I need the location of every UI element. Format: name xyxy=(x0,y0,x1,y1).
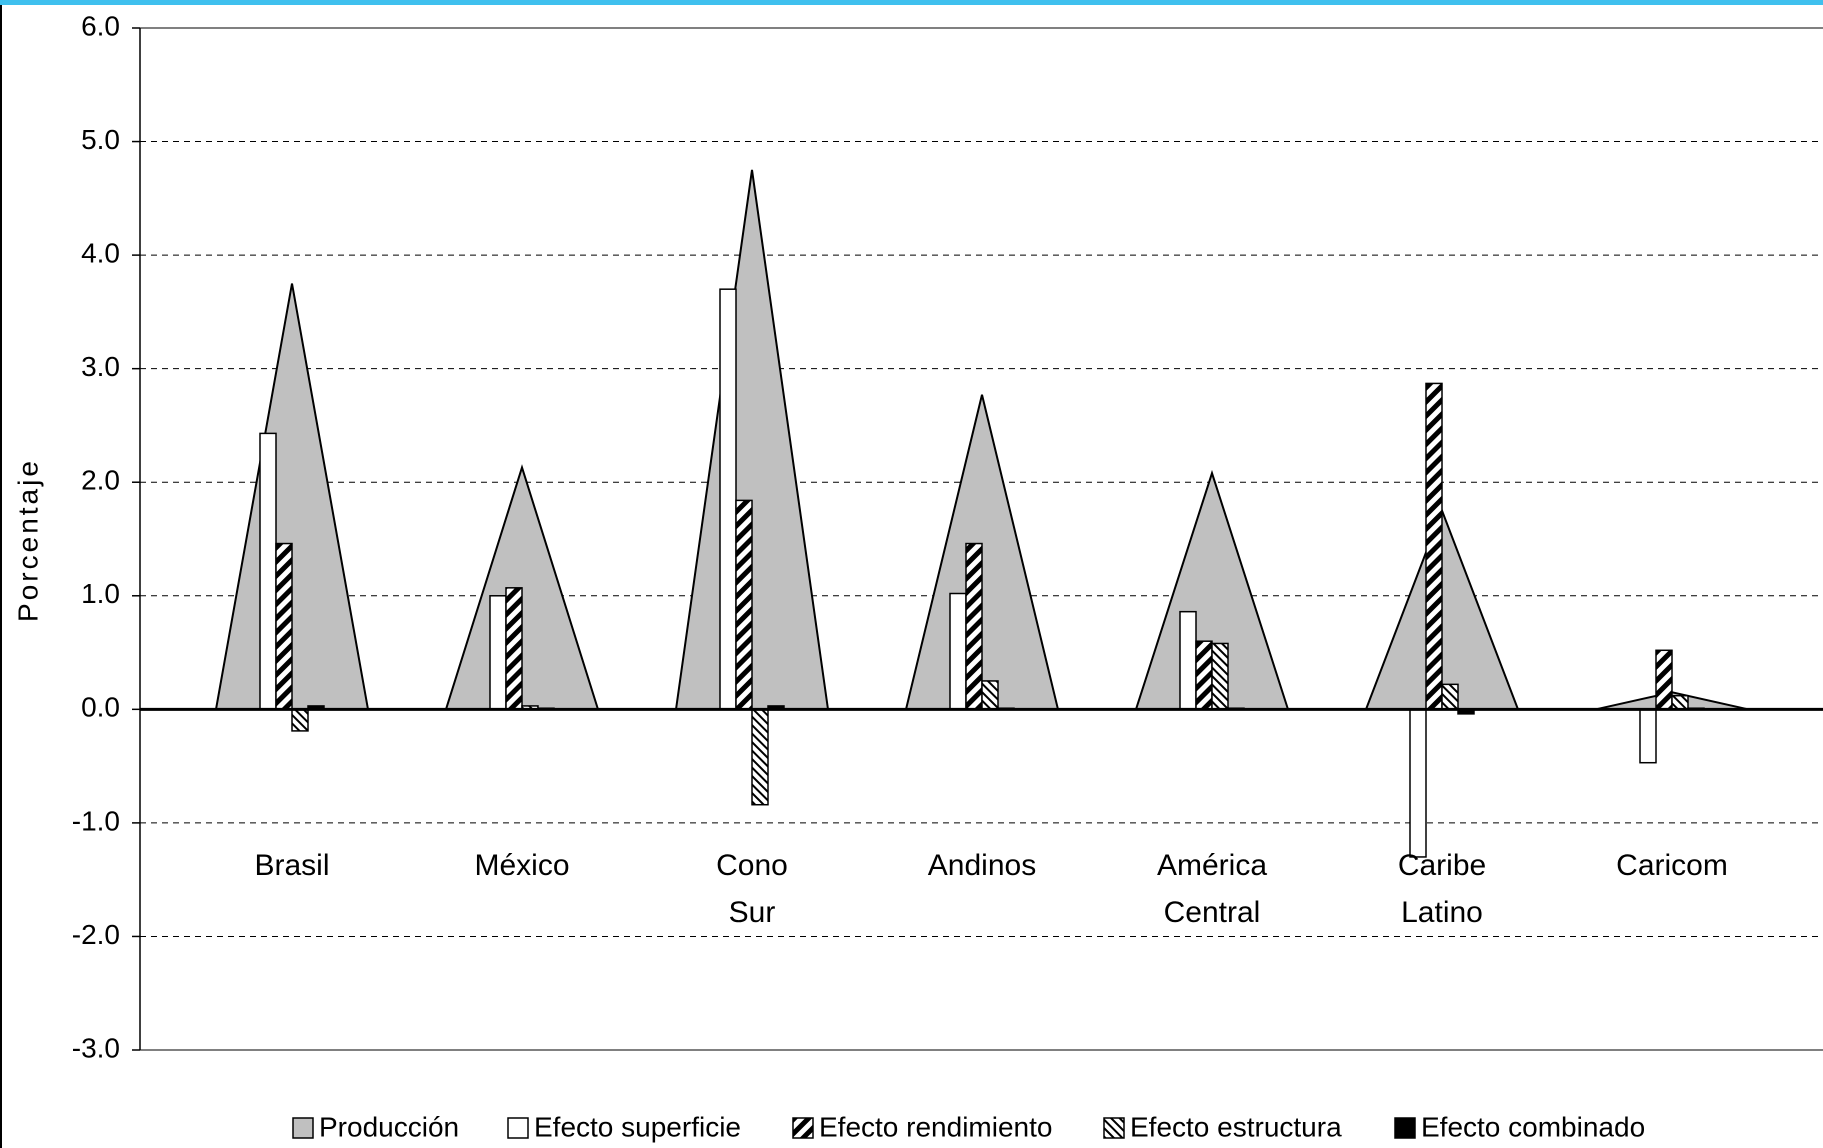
legend-label: Efecto superficie xyxy=(534,1111,741,1142)
x-tick-label: Cono Sur xyxy=(716,849,788,929)
bar xyxy=(735,499,753,711)
bar xyxy=(719,288,737,711)
legend-swatch xyxy=(792,1117,814,1139)
bar xyxy=(751,708,769,806)
bar xyxy=(965,542,983,711)
bar xyxy=(275,542,293,711)
bar xyxy=(1441,683,1459,711)
y-tick-label: -2.0 xyxy=(72,919,120,950)
top-bar xyxy=(0,0,1823,5)
y-tick-label: 3.0 xyxy=(81,351,120,382)
x-tick-label: México xyxy=(474,849,570,882)
x-tick-label: Caribe Latino xyxy=(1397,849,1487,929)
y-tick-label: 0.0 xyxy=(81,692,120,723)
bar xyxy=(1425,382,1443,711)
x-tick-label: Andinos xyxy=(927,849,1037,882)
bar xyxy=(1195,640,1213,711)
bar xyxy=(1409,708,1427,858)
bar xyxy=(505,587,523,711)
y-tick-label: 2.0 xyxy=(81,465,120,496)
y-tick-label: -1.0 xyxy=(72,805,120,836)
legend-label: Efecto combinado xyxy=(1421,1111,1645,1142)
legend-swatch xyxy=(507,1117,529,1139)
bar xyxy=(949,592,967,711)
legend-swatch xyxy=(1394,1117,1416,1139)
y-tick-label: 5.0 xyxy=(81,124,120,155)
y-tick-label: 1.0 xyxy=(81,578,120,609)
legend-label: Producción xyxy=(319,1111,459,1142)
y-tick-label: 4.0 xyxy=(81,238,120,269)
x-tick-label: Caricom xyxy=(1616,849,1728,882)
bar xyxy=(981,680,999,711)
bar xyxy=(489,595,507,711)
bar xyxy=(291,708,309,732)
x-tick-label: América Central xyxy=(1156,849,1268,929)
x-tick-label: Brasil xyxy=(254,849,330,882)
bar xyxy=(1671,694,1689,711)
y-tick-label: -3.0 xyxy=(72,1032,120,1063)
bar xyxy=(1211,642,1229,711)
y-axis-label: Porcentaje xyxy=(12,458,43,622)
y-tick-label: 6.0 xyxy=(81,10,120,41)
legend-label: Efecto estructura xyxy=(1130,1111,1342,1142)
legend-label: Efecto rendimiento xyxy=(819,1111,1052,1142)
legend-swatch xyxy=(1103,1117,1125,1139)
bar xyxy=(259,432,277,711)
bar xyxy=(1179,610,1197,711)
legend-swatch xyxy=(292,1117,314,1139)
bar xyxy=(1639,708,1657,764)
bar xyxy=(1655,649,1673,711)
